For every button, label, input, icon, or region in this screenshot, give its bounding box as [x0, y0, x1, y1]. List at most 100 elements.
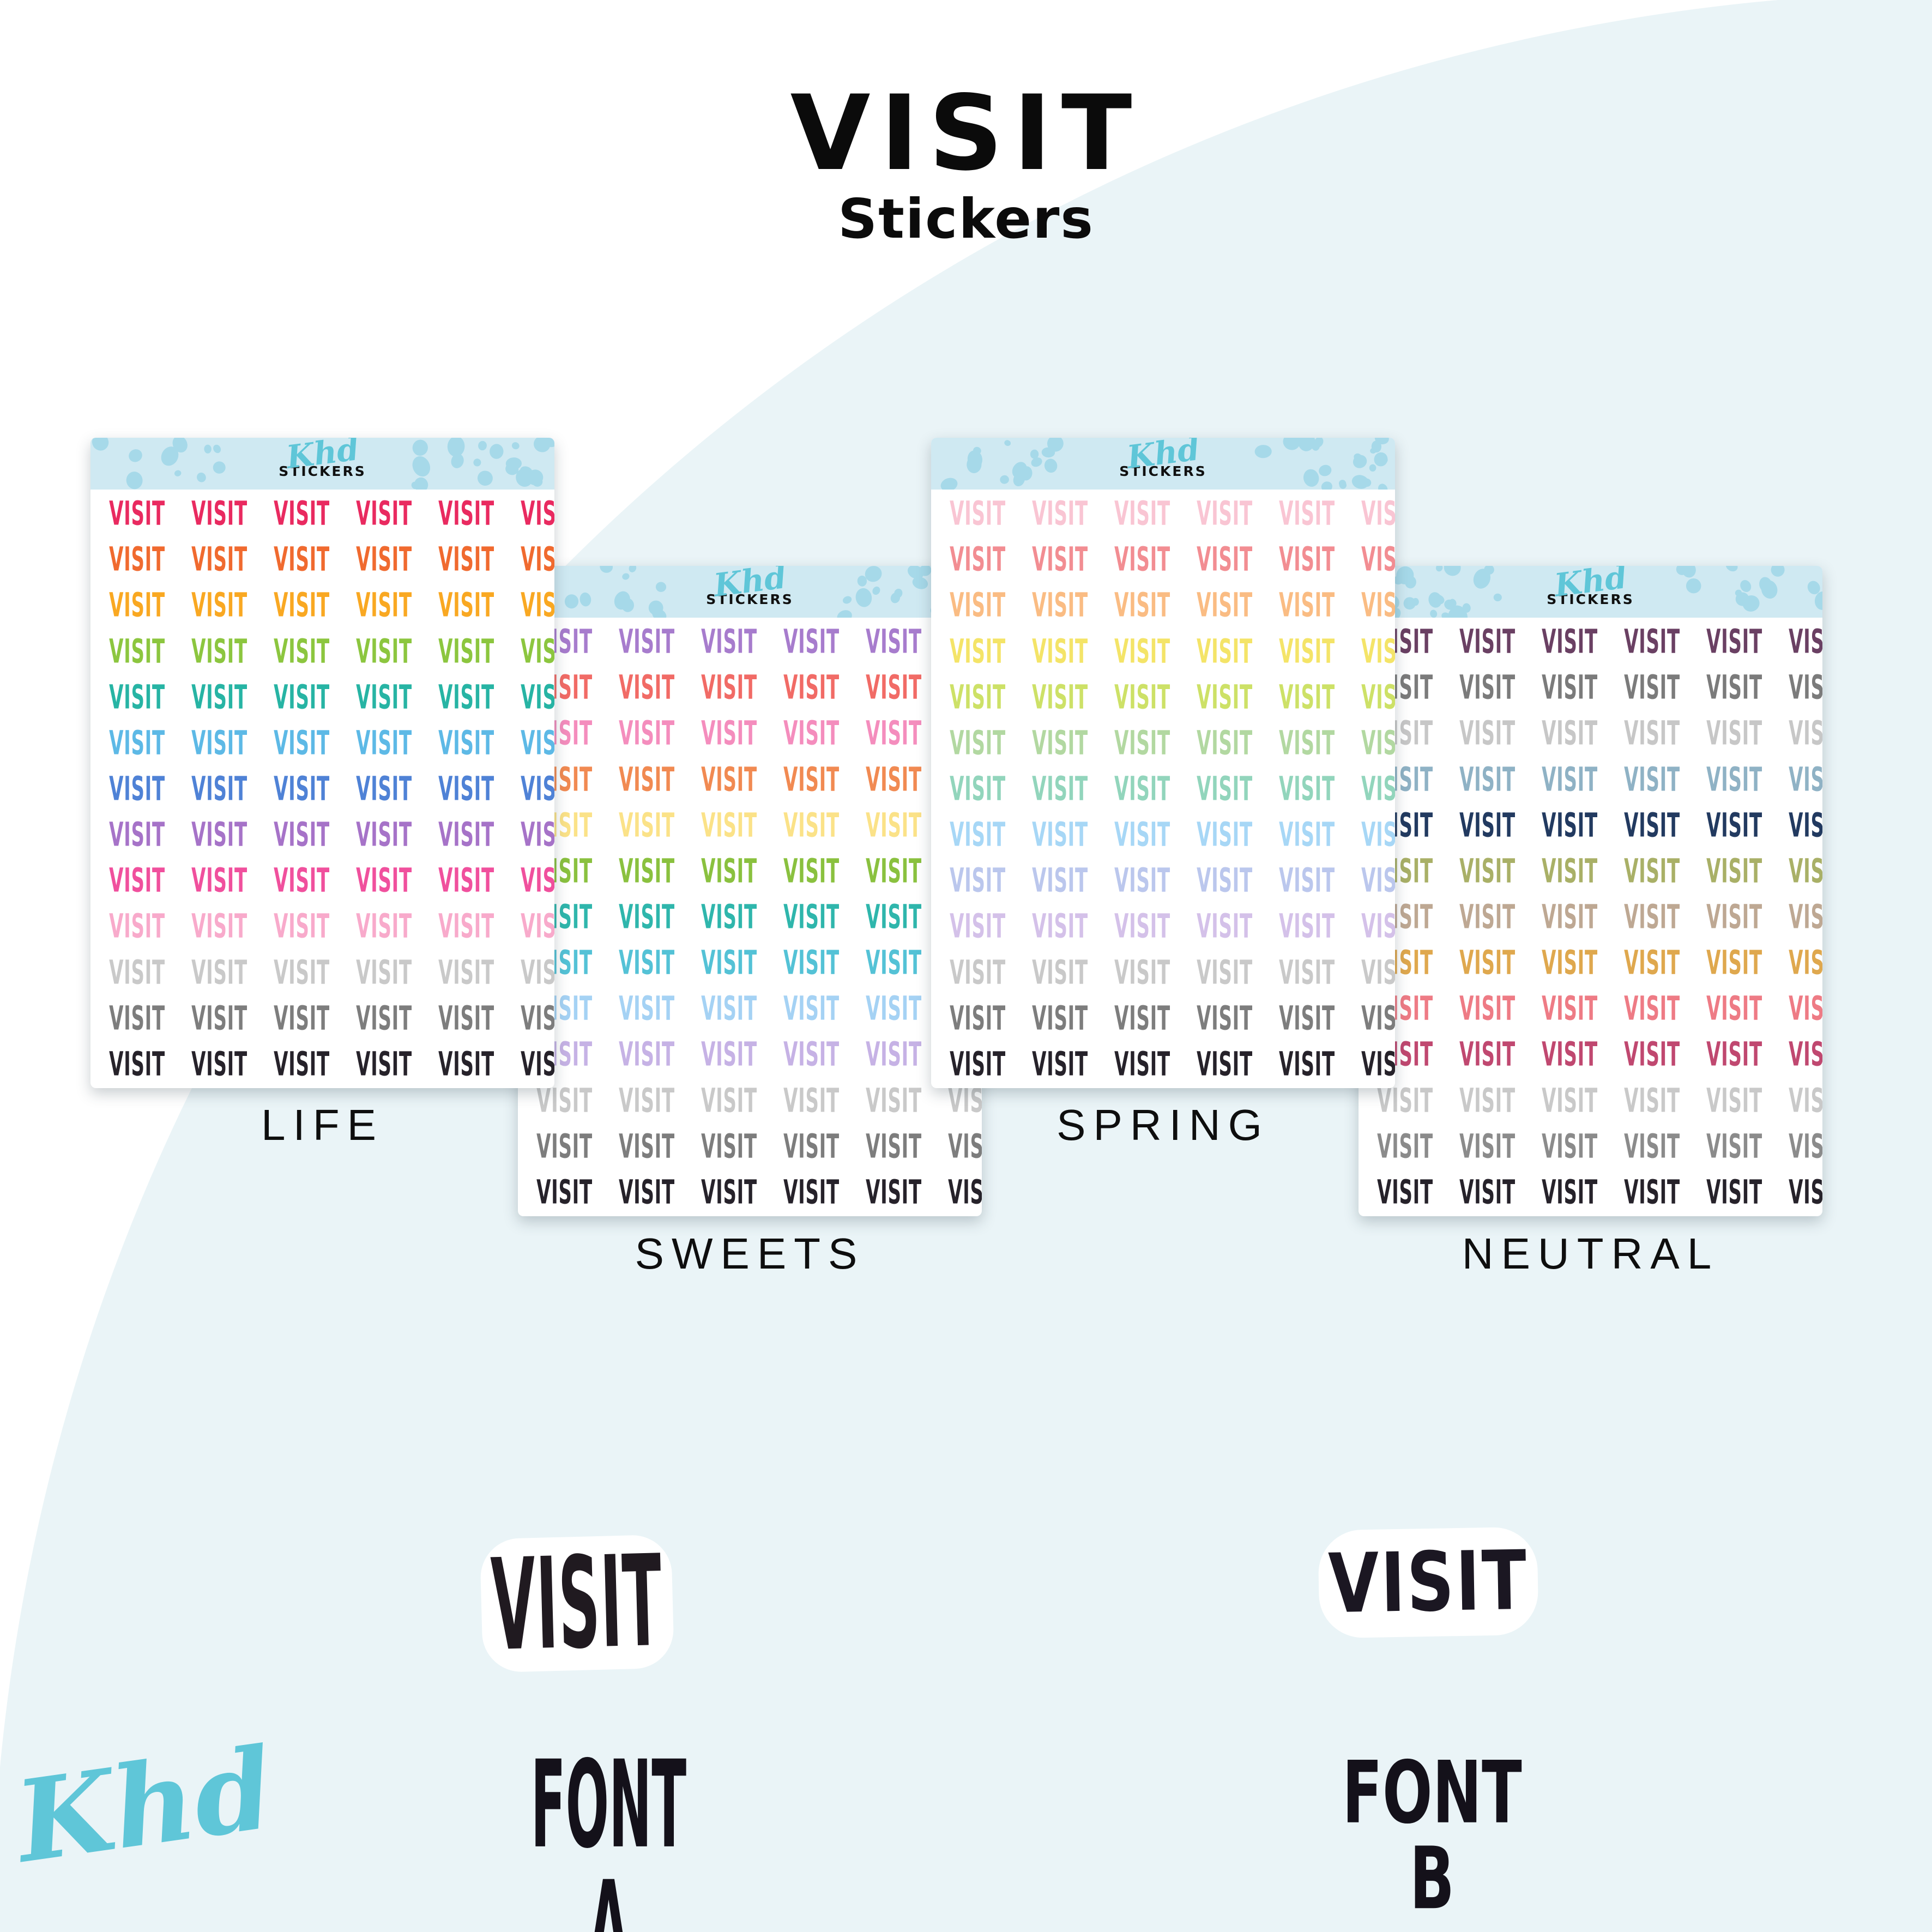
sticker-word: VISIT [1624, 1173, 1680, 1212]
sticker-word: VISIT [619, 622, 675, 661]
sticker-word: VISIT [438, 861, 494, 900]
sticker-grid: VISIT VISIT VISIT VISIT VISIT VISIT VISIT VISIT… [1359, 618, 1822, 1216]
sticker-word: VISIT [866, 943, 922, 982]
sticker-word: VISIT [109, 723, 165, 763]
sticker-word: VISIT [619, 989, 675, 1028]
sticker-word: VISIT [1197, 723, 1253, 763]
page-title: VISIT [790, 73, 1142, 194]
sticker-word: VISIT [1279, 1045, 1335, 1084]
sticker-word: VISIT [521, 632, 554, 671]
sticker-word: VISIT [866, 668, 922, 707]
sticker-word: VISIT [1032, 907, 1088, 946]
sticker-word: VISIT [1542, 897, 1598, 937]
sticker-word: VISIT [1361, 1045, 1395, 1084]
sticker-word: VISIT [1114, 1045, 1170, 1084]
sticker-word: VISIT [866, 1081, 922, 1120]
sticker-word: VISIT [1361, 585, 1395, 625]
sticker-word: VISIT [1706, 668, 1762, 707]
sticker-word: VISIT [191, 907, 247, 946]
sticker-word: VISIT [1114, 494, 1170, 533]
sticker-word: VISIT [1361, 494, 1395, 533]
sticker-word: VISIT [1197, 585, 1253, 625]
sticker-word: VISIT [1279, 678, 1335, 717]
sticker-word: VISIT [1624, 1035, 1680, 1074]
sticker-word: VISIT [1114, 907, 1170, 946]
sticker-word: VISIT [783, 943, 840, 982]
sticker-word: VISIT [109, 585, 165, 625]
sticker-word: VISIT [950, 1045, 1006, 1084]
sticker-word: VISIT [109, 953, 165, 992]
sticker-word: VISIT [1542, 668, 1598, 707]
sticker-word: VISIT [438, 815, 494, 854]
sticker-word: VISIT [950, 953, 1006, 992]
sticker-word: VISIT [191, 953, 247, 992]
sticker-word: VISIT [1197, 815, 1253, 854]
sticker-word: VISIT [191, 999, 247, 1038]
sticker-word: VISIT [274, 632, 330, 671]
sticker-word: VISIT [619, 1081, 675, 1120]
sticker-word: VISIT [356, 953, 412, 992]
sticker-word: VISIT [1789, 1081, 1822, 1120]
brand-wordmark: STICKERS [279, 463, 366, 480]
sticker-word: VISIT [1279, 861, 1335, 900]
sticker-word: VISIT [1789, 1127, 1822, 1166]
brand-logo-script: Khd [8, 1723, 281, 1888]
sticker-word: VISIT [619, 714, 675, 753]
sticker-word: VISIT [948, 1173, 982, 1212]
khd-script-logo: Khd [284, 438, 361, 476]
sticker-word: VISIT [191, 861, 247, 900]
sticker-word: VISIT [191, 723, 247, 763]
sticker-word: VISIT [356, 494, 412, 533]
sticker-word: VISIT [1114, 953, 1170, 992]
sheet-header-band: Khd STICKERS [518, 566, 982, 618]
sticker-word: VISIT [356, 999, 412, 1038]
sticker-word: VISIT [191, 585, 247, 625]
sticker-word: VISIT [701, 714, 757, 753]
sticker-word: VISIT [783, 806, 840, 845]
font-a-sample-sticker: VISIT [479, 1528, 675, 1679]
sticker-word: VISIT [1542, 989, 1598, 1028]
sticker-word: VISIT [1361, 769, 1395, 808]
sticker-word: VISIT [521, 953, 554, 992]
sticker-word: VISIT [1706, 622, 1762, 661]
sticker-word: VISIT [521, 585, 554, 625]
sticker-word: VISIT [356, 632, 412, 671]
sticker-word: VISIT [438, 585, 494, 625]
sticker-word: VISIT [783, 622, 840, 661]
sticker-word: VISIT [191, 494, 247, 533]
sticker-word: VISIT [356, 585, 412, 625]
sticker-word: VISIT [438, 953, 494, 992]
sticker-word: VISIT [1279, 815, 1335, 854]
sheet-brand: Khd STICKERS [706, 566, 793, 606]
sticker-word: VISIT [1032, 494, 1088, 533]
sticker-word: VISIT [1279, 723, 1335, 763]
sticker-word: VISIT [1114, 540, 1170, 579]
sticker-word: VISIT [783, 760, 840, 799]
sticker-word: VISIT [1361, 861, 1395, 900]
sticker-word: VISIT [866, 714, 922, 753]
sticker-word: VISIT [950, 632, 1006, 671]
sticker-word: VISIT [1114, 861, 1170, 900]
sticker-word: VISIT [109, 907, 165, 946]
sheet-label-spring: SPRING [1056, 1101, 1270, 1149]
sticker-word: VISIT [356, 723, 412, 763]
sticker-word: VISIT [701, 897, 757, 937]
sticker-word: VISIT [1377, 1173, 1433, 1212]
sticker-word: VISIT [438, 769, 494, 808]
sticker-word: VISIT [701, 760, 757, 799]
sticker-word: VISIT [438, 1045, 494, 1084]
sticker-word: VISIT [1459, 760, 1516, 799]
sticker-word: VISIT [356, 540, 412, 579]
sticker-word: VISIT [701, 989, 757, 1028]
sheet-label-life: LIFE [261, 1101, 384, 1149]
sticker-word: VISIT [783, 897, 840, 937]
sticker-word: VISIT [1114, 678, 1170, 717]
sticker-word: VISIT [1624, 668, 1680, 707]
sticker-word: VISIT [701, 1173, 757, 1212]
khd-script-logo: Khd [1552, 566, 1629, 604]
sticker-word: VISIT [866, 989, 922, 1028]
font-b-label: FONT B [1342, 1743, 1522, 1929]
sticker-word: VISIT [866, 1127, 922, 1166]
sticker-word: VISIT [1032, 861, 1088, 900]
sticker-word: VISIT [438, 494, 494, 533]
